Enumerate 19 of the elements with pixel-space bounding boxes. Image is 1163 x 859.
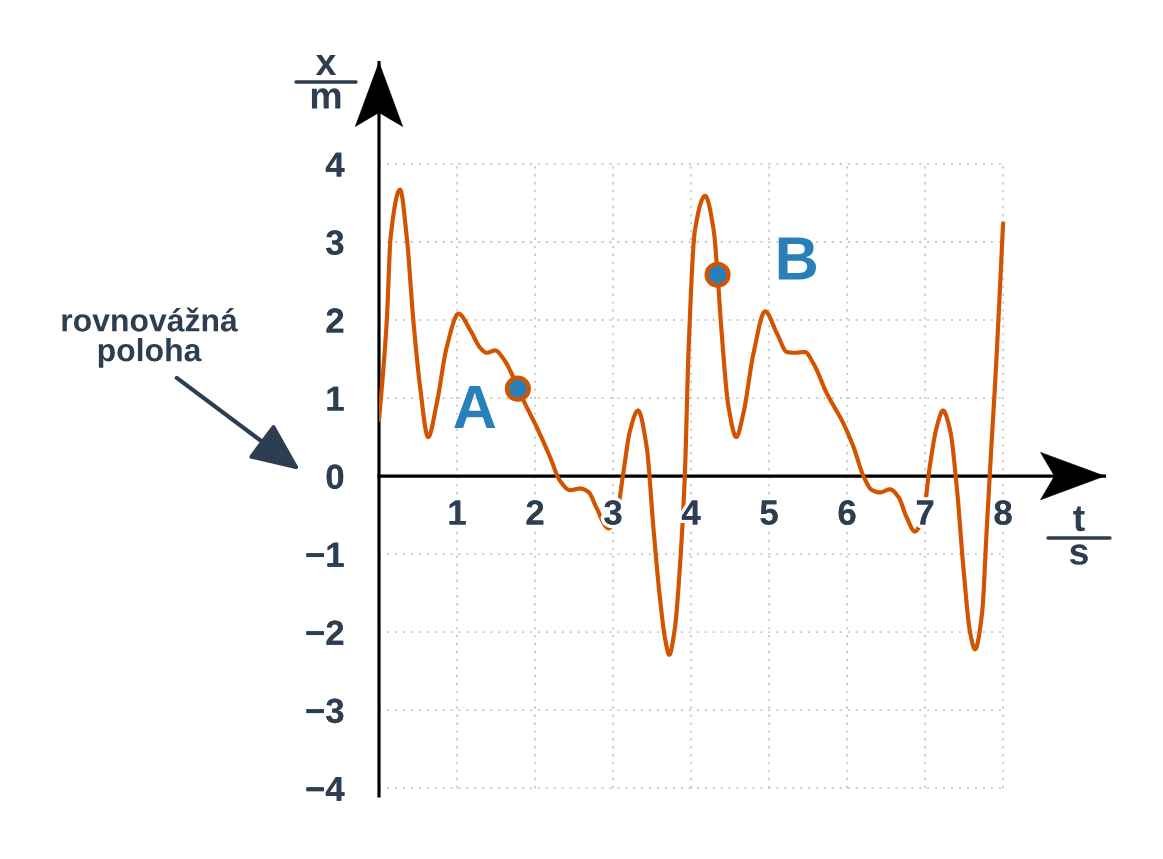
x-tick-label: 1 <box>449 500 466 525</box>
x-tick-label: 5 <box>760 500 778 525</box>
x-tick-label: 6 <box>838 500 856 525</box>
y-tick-label: 4 <box>325 152 345 177</box>
y-tick-label: 2 <box>326 308 344 333</box>
annotation: A <box>454 386 496 429</box>
annotation: B <box>778 237 817 280</box>
y-tick-label: −2 <box>306 620 344 645</box>
y-axis-title: x m <box>311 55 341 109</box>
y-tick-label: 0 <box>326 464 344 489</box>
x-axis-title: t s <box>1069 506 1088 565</box>
y-tick-label: −3 <box>306 698 344 724</box>
x-tick-label: 2 <box>526 500 544 525</box>
text: rovnovážná poloha <box>62 307 238 368</box>
y-tick-label: −1 <box>306 542 344 567</box>
y-tick-label: 1 <box>327 386 344 411</box>
y-tick-label: −4 <box>306 776 345 801</box>
x-tick-label: 8 <box>994 500 1012 525</box>
y-tick-label: 3 <box>326 230 344 255</box>
